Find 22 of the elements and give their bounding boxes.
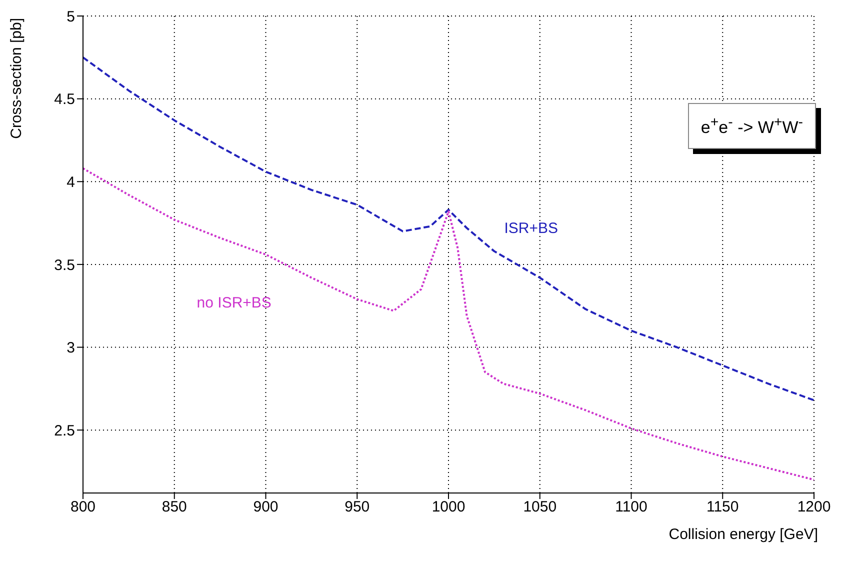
x-tick-label: 1000 bbox=[432, 498, 466, 516]
y-tick-label: 3.5 bbox=[54, 256, 75, 274]
y-axis-title: Cross-section [pb] bbox=[8, 18, 25, 139]
x-tick-label: 900 bbox=[253, 498, 278, 516]
line-series bbox=[83, 56, 814, 402]
x-tick-label: 800 bbox=[70, 498, 96, 516]
annotation: e$^{+}$e$^{-}$ -> W$^{+}$W$^{-}$ bbox=[700, 114, 803, 137]
x-tick-label: 1100 bbox=[615, 498, 648, 516]
x-tick-label: 950 bbox=[344, 498, 370, 516]
x-tick-label: 1050 bbox=[523, 498, 557, 516]
y-tick-label: 5 bbox=[66, 8, 75, 26]
x-axis-title: Collision energy [GeV] bbox=[668, 526, 818, 543]
series-label: ISR+BS bbox=[504, 220, 558, 238]
y-tick-label: 4 bbox=[66, 174, 75, 191]
x-tick-label: 1200 bbox=[797, 498, 831, 516]
x-tick-label: 1150 bbox=[706, 498, 739, 516]
text: no ISR+BS bbox=[196, 294, 272, 312]
y-tick-label: 2.5 bbox=[54, 422, 75, 440]
y-tick-label: 4.5 bbox=[54, 91, 75, 108]
x-tick-label: 850 bbox=[162, 498, 187, 516]
y-tick-label: 3 bbox=[66, 340, 75, 357]
line-series bbox=[83, 167, 814, 481]
